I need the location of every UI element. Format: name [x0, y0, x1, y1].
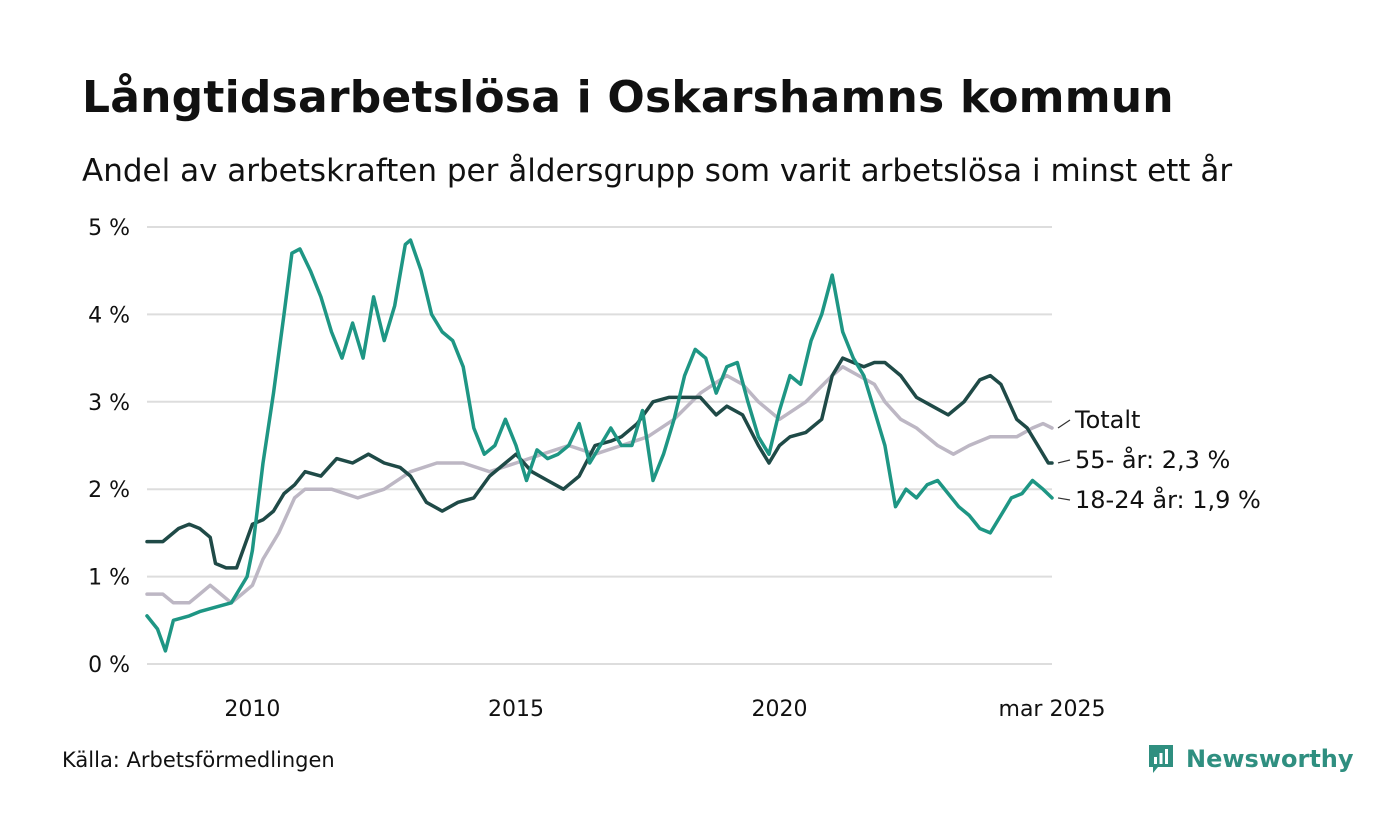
bar-chart-icon [1149, 745, 1173, 773]
grid-lines [147, 226, 1052, 665]
series-lines [145, 238, 1054, 653]
y-tick-label: 4 % [88, 303, 130, 328]
y-tick-label: 3 % [88, 391, 130, 416]
end-label-connector [1057, 419, 1071, 429]
y-tick-label: 2 % [88, 478, 130, 503]
y-axis-ticks: 0 % 1 % 2 % 3 % 4 % 5 % [88, 216, 130, 678]
series-line [145, 238, 1054, 653]
x-tick-label: 2010 [224, 697, 280, 722]
x-tick-label: 2015 [488, 697, 544, 722]
brand-logo: Newsworthy [1146, 742, 1354, 776]
x-tick-label: 2020 [751, 697, 807, 722]
end-label-connector [1057, 497, 1071, 501]
x-axis-ticks: 2010 2015 2020 mar 2025 [224, 697, 1105, 722]
chart-subtitle: Andel av arbetskraften per åldersgrupp s… [82, 153, 1233, 189]
series-line [145, 356, 1054, 570]
chart-title: Långtidsarbetslösa i Oskarshamns kommun [82, 72, 1174, 123]
series-end-label: Totalt [1074, 406, 1140, 434]
y-tick-label: 1 % [88, 566, 130, 591]
series-end-label: 18-24 år: 1,9 % [1075, 485, 1261, 514]
y-tick-label: 5 % [88, 216, 130, 241]
end-labels: Totalt 55- år: 2,3 % 18-24 år: 1,9 % [1057, 406, 1261, 514]
x-tick-label: mar 2025 [999, 697, 1106, 722]
series-end-label: 55- år: 2,3 % [1075, 445, 1230, 474]
brand-name: Newsworthy [1186, 745, 1354, 773]
y-tick-label: 0 % [88, 653, 130, 678]
end-label-connector [1057, 459, 1071, 464]
source-note: Källa: Arbetsförmedlingen [62, 748, 335, 772]
